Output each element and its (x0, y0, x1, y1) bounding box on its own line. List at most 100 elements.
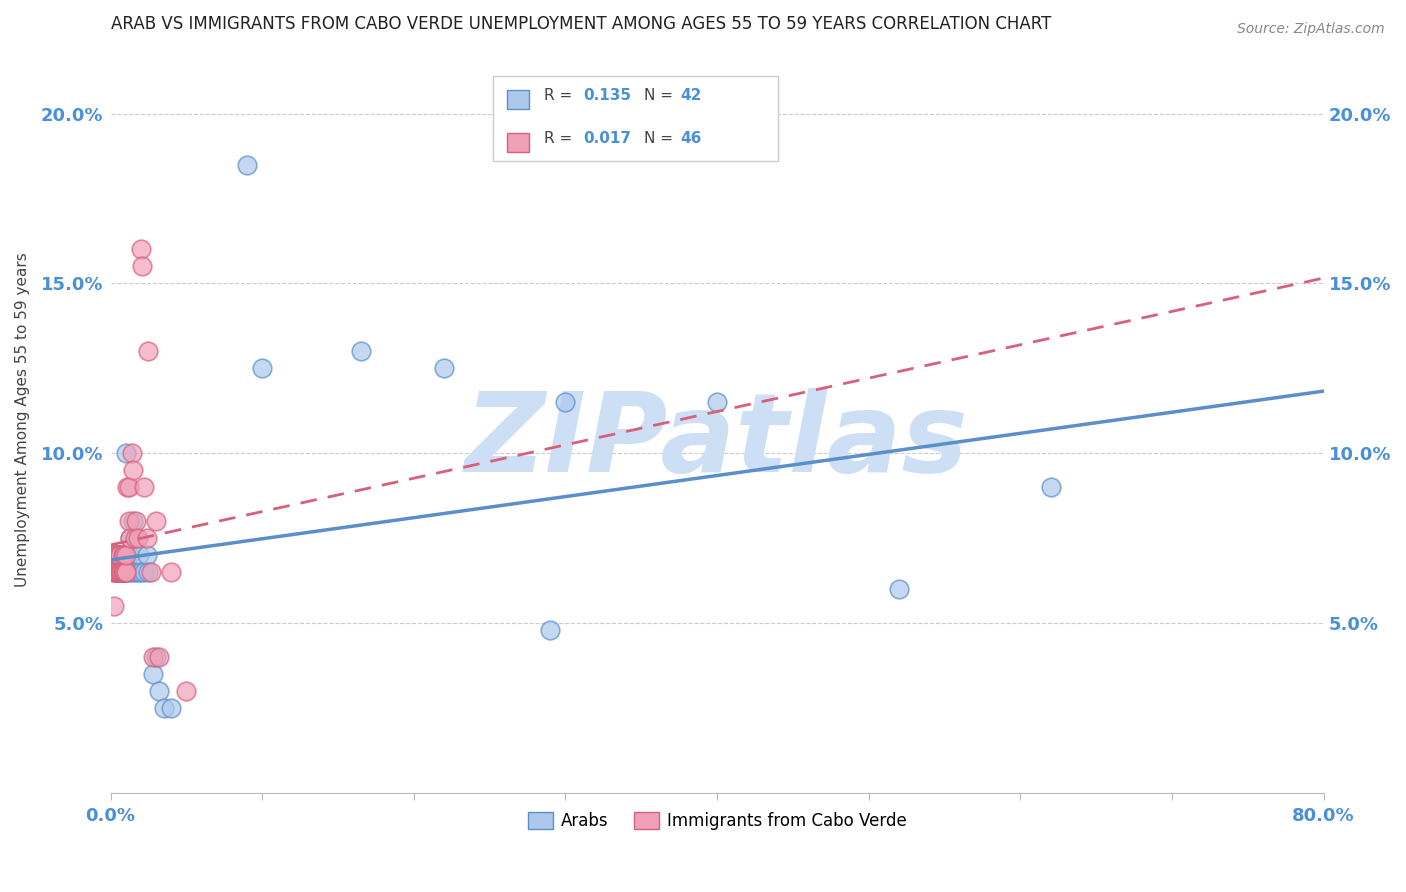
Y-axis label: Unemployment Among Ages 55 to 59 years: Unemployment Among Ages 55 to 59 years (15, 252, 30, 587)
Text: R =: R = (544, 88, 576, 103)
Point (433, 361, 456, 376)
Point (145, 514, 167, 528)
Point (129, 565, 152, 579)
Point (129, 243, 152, 257)
Point (108, 548, 131, 562)
Point (706, 395, 728, 409)
Text: Source: ZipAtlas.com: Source: ZipAtlas.com (1237, 22, 1385, 37)
Point (108, 565, 131, 579)
Point (104, 548, 127, 562)
Text: N =: N = (644, 131, 673, 146)
Point (120, 531, 142, 545)
Point (132, 565, 155, 579)
Point (121, 565, 143, 579)
Point (125, 514, 148, 528)
Point (103, 599, 125, 613)
Point (145, 649, 167, 664)
FancyBboxPatch shape (508, 133, 529, 152)
Point (114, 565, 136, 579)
Point (110, 565, 132, 579)
Point (132, 480, 155, 494)
Text: N =: N = (644, 88, 673, 103)
Point (122, 514, 145, 528)
Point (141, 565, 163, 579)
Point (136, 548, 159, 562)
Point (142, 666, 165, 681)
Point (103, 548, 125, 562)
Point (114, 565, 136, 579)
Point (111, 565, 134, 579)
Point (104, 565, 127, 579)
Point (111, 565, 134, 579)
Point (538, 623, 561, 637)
Point (101, 548, 124, 562)
Point (160, 700, 183, 714)
Point (118, 565, 141, 579)
Text: 42: 42 (681, 88, 702, 103)
Point (114, 565, 136, 579)
Text: ZIPatlas: ZIPatlas (465, 388, 969, 495)
Point (176, 683, 198, 698)
Point (108, 565, 131, 579)
Text: 0.135: 0.135 (583, 88, 631, 103)
Point (127, 565, 149, 579)
Point (124, 531, 146, 545)
Point (127, 531, 149, 545)
Point (104, 565, 127, 579)
Point (111, 565, 134, 579)
Point (108, 565, 131, 579)
Point (118, 548, 141, 562)
Point (105, 565, 128, 579)
Point (105, 565, 128, 579)
Point (236, 157, 259, 171)
Point (110, 548, 132, 562)
Point (107, 565, 129, 579)
Point (118, 480, 141, 494)
Text: 46: 46 (681, 131, 702, 146)
Point (110, 565, 132, 579)
Point (148, 649, 170, 664)
Point (114, 446, 136, 460)
Point (138, 565, 160, 579)
Point (1039, 480, 1062, 494)
Legend: Arabs, Immigrants from Cabo Verde: Arabs, Immigrants from Cabo Verde (520, 805, 914, 837)
Point (250, 361, 273, 376)
Point (112, 565, 135, 579)
Point (114, 548, 136, 562)
Point (108, 548, 131, 562)
FancyBboxPatch shape (508, 90, 529, 109)
Point (111, 565, 134, 579)
Point (107, 565, 129, 579)
Point (350, 344, 373, 359)
Point (160, 565, 183, 579)
Point (107, 548, 129, 562)
Point (107, 565, 129, 579)
Text: ARAB VS IMMIGRANTS FROM CABO VERDE UNEMPLOYMENT AMONG AGES 55 TO 59 YEARS CORREL: ARAB VS IMMIGRANTS FROM CABO VERDE UNEMP… (111, 15, 1050, 33)
Point (124, 565, 146, 579)
Point (125, 531, 148, 545)
Point (114, 548, 136, 562)
Text: R =: R = (544, 131, 576, 146)
Point (131, 260, 153, 274)
Point (128, 548, 150, 562)
Point (138, 344, 160, 359)
Point (115, 480, 138, 494)
Point (112, 565, 135, 579)
Text: 0.017: 0.017 (583, 131, 631, 146)
Point (148, 683, 170, 698)
Point (105, 548, 128, 562)
Point (554, 395, 576, 409)
Point (107, 548, 129, 562)
Point (111, 548, 134, 562)
Point (120, 531, 142, 545)
Point (887, 582, 910, 596)
Point (142, 649, 165, 664)
Point (118, 514, 141, 528)
Point (101, 565, 124, 579)
Point (112, 565, 135, 579)
Point (136, 531, 159, 545)
Point (112, 548, 135, 562)
Point (105, 548, 128, 562)
Point (121, 446, 143, 460)
Point (152, 700, 174, 714)
